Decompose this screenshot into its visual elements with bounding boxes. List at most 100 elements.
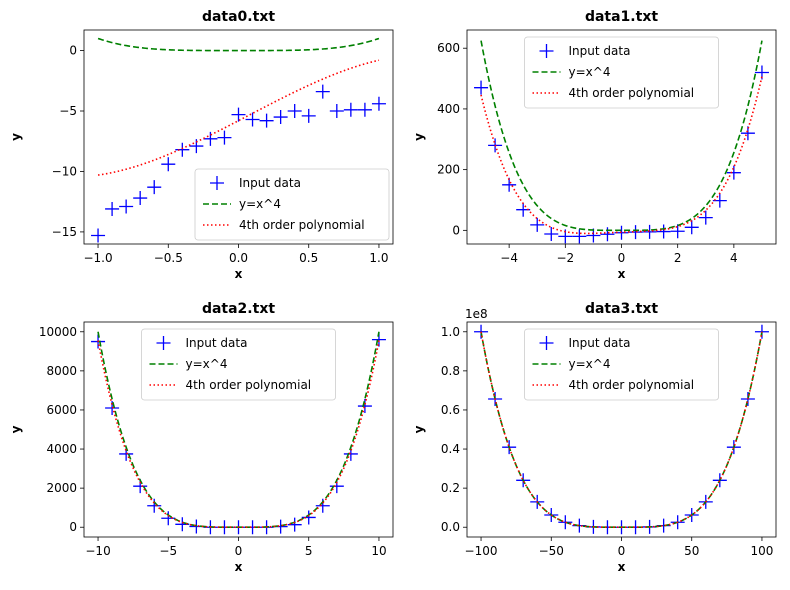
data-point-marker — [105, 201, 120, 216]
legend-box — [524, 36, 719, 109]
data-point-marker — [147, 180, 162, 195]
y-tick-label: 0.8 — [441, 364, 460, 378]
y-tick-label: 6000 — [46, 403, 77, 417]
axes-frame — [83, 29, 394, 245]
x-tick-label: −100 — [465, 544, 498, 558]
data-point-marker — [175, 142, 190, 157]
y-tick-label: 0.4 — [441, 442, 460, 456]
y-tick-label: 0.0 — [441, 520, 460, 534]
legend-label: Input data — [569, 336, 631, 350]
y-tick-label: 400 — [437, 102, 460, 116]
data-point-marker — [119, 199, 134, 214]
y-tick-label: −5 — [59, 104, 77, 118]
x-tick-label: 0 — [618, 544, 626, 558]
legend-marker-input-data — [156, 336, 171, 350]
x-tick-label: −2 — [556, 251, 574, 265]
series-line-x4 — [480, 40, 763, 232]
chart-title: data0.txt — [202, 9, 275, 25]
legend-box — [141, 328, 336, 401]
data-point-marker — [273, 110, 288, 125]
y-tick-label: 0 — [69, 520, 77, 534]
legend-label: Input data — [569, 44, 631, 58]
data-point-marker — [133, 191, 148, 206]
legend: Input data y=x^4 4th order polynomial — [524, 328, 719, 401]
x-tick-label: −50 — [539, 544, 564, 558]
legend-label: y=x^4 — [569, 65, 611, 79]
data-point-marker — [726, 165, 741, 180]
data-point-marker — [259, 113, 274, 128]
data-point-marker — [329, 104, 344, 119]
x-axis-label: x — [235, 560, 243, 574]
data-point-marker — [357, 102, 372, 117]
chart-title: data2.txt — [202, 301, 275, 317]
data-point-marker — [203, 131, 218, 146]
series-line-polyfit — [97, 340, 380, 529]
y-exponent-label: 1e8 — [465, 307, 488, 321]
data-point-marker — [670, 224, 685, 239]
x-tick-label: 0.5 — [299, 251, 318, 265]
y-axis-label: y — [412, 133, 426, 141]
chart-title: data1.txt — [585, 9, 658, 25]
plot-area — [474, 324, 769, 535]
y-tick-label: 0 — [69, 44, 77, 58]
y-axis-label: y — [412, 425, 426, 433]
data-point-marker — [343, 102, 358, 117]
x-tick-label: −4 — [500, 251, 518, 265]
data-point-marker — [544, 226, 559, 241]
y-tick-label: −10 — [52, 164, 77, 178]
x-tick-label: 100 — [751, 544, 774, 558]
data-point-marker — [698, 210, 713, 225]
x-tick-label: 0.0 — [229, 251, 248, 265]
y-tick-label: 0.2 — [441, 481, 460, 495]
data-point-marker — [371, 96, 386, 111]
legend-label: 4th order polynomial — [569, 378, 695, 392]
series-line-polyfit — [480, 76, 763, 235]
axes-frame — [466, 29, 777, 245]
legend-marker-input-data — [210, 176, 224, 190]
data-point-marker — [357, 399, 372, 414]
subplot-1: data1.txt −4 −2 0 2 4 0 200 400 600 x y Input data y=… — [412, 9, 777, 281]
y-tick-label: 1.0 — [441, 325, 460, 339]
x-axis-label: x — [235, 267, 243, 281]
x-tick-label: 2 — [674, 251, 682, 265]
series-line-polyfit — [480, 331, 763, 529]
data-point-marker — [684, 220, 699, 235]
legend-label: 4th order polynomial — [239, 218, 365, 232]
data-point-marker — [474, 80, 489, 95]
y-tick-label: 2000 — [46, 481, 77, 495]
legend: Input data y=x^4 4th order polynomial — [524, 36, 719, 109]
y-tick-label: 0 — [452, 223, 460, 237]
legend-marker-input-data — [539, 336, 554, 350]
legend-label: 4th order polynomial — [569, 86, 695, 100]
x-tick-label: 1.0 — [369, 251, 388, 265]
subplot-2: data2.txt −10 −5 0 5 10 0 2000 4000 6000 8000 10000… — [9, 301, 394, 574]
x-tick-label: 5 — [305, 544, 313, 558]
legend: Input data y=x^4 4th order polynomial — [194, 168, 390, 241]
data-point-marker — [231, 107, 246, 122]
y-axis-label: y — [9, 133, 23, 141]
x-axis-label: x — [618, 267, 626, 281]
legend-label: Input data — [239, 176, 301, 190]
y-tick-label: 0.6 — [441, 403, 460, 417]
x-tick-label: −5 — [159, 544, 177, 558]
legend-label: y=x^4 — [239, 197, 281, 211]
x-tick-label: −10 — [85, 544, 110, 558]
x-axis-label: x — [618, 560, 626, 574]
y-tick-label: 600 — [437, 41, 460, 55]
data-point-marker — [740, 126, 755, 141]
data-point-marker — [287, 104, 302, 119]
y-tick-label: 10000 — [39, 325, 77, 339]
data-point-marker — [161, 157, 176, 172]
subplot-0: data0.txt −1.0 −0.5 0.0 0.5 1.0 −15 −10 −5 0 x y Inp… — [9, 9, 394, 281]
legend-label: y=x^4 — [569, 357, 611, 371]
x-tick-label: 10 — [371, 544, 386, 558]
plot-area — [474, 40, 769, 244]
legend-label: 4th order polynomial — [186, 378, 312, 392]
legend-label: Input data — [186, 336, 248, 350]
data-point-marker — [161, 511, 176, 526]
x-tick-label: 50 — [684, 544, 699, 558]
data-point-marker — [91, 228, 106, 243]
plot-area — [91, 331, 386, 535]
series-line-polyfit — [97, 59, 380, 176]
data-point-marker — [502, 177, 517, 192]
